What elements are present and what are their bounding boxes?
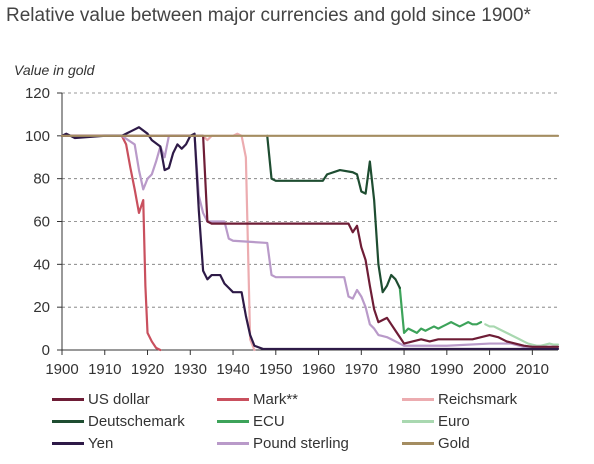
legend-swatch: [402, 397, 434, 401]
legend-swatch: [52, 419, 84, 423]
legend-item: Euro: [402, 410, 470, 432]
legend-label: Gold: [438, 434, 470, 452]
legend-swatch: [217, 419, 249, 423]
series-line-ecu: [398, 286, 483, 334]
legend-swatch: [52, 397, 84, 401]
legend-item: Mark**: [217, 388, 298, 410]
chart-legend: US dollar Mark** Reichsmark Deutschemark ECU…: [52, 388, 592, 458]
legend-swatch: [402, 441, 434, 445]
x-tick-label: 1970: [345, 361, 378, 378]
x-tick-label: 2000: [473, 361, 506, 378]
legend-item: Yen: [52, 432, 113, 454]
x-tick-label: 1990: [430, 361, 463, 378]
legend-item: Reichsmark: [402, 388, 517, 410]
x-tick-label: 2010: [516, 361, 549, 378]
x-tick-label: 1930: [174, 361, 207, 378]
legend-swatch: [52, 441, 84, 445]
legend-item: Gold: [402, 432, 470, 454]
legend-swatch: [217, 441, 249, 445]
legend-swatch: [217, 397, 249, 401]
series-line-us-dollar: [60, 134, 560, 348]
legend-label: US dollar: [88, 390, 150, 408]
series-line-pound-sterling: [60, 134, 560, 348]
y-axis-label: Value in gold: [14, 62, 95, 78]
y-tick-label: 60: [33, 214, 50, 231]
legend-label: Mark**: [253, 390, 299, 408]
x-tick-label: 1920: [131, 361, 164, 378]
series-line-yen: [60, 126, 560, 351]
legend-item: Pound sterling: [217, 432, 349, 454]
legend-item: ECU: [217, 410, 285, 432]
y-tick-label: 0: [42, 342, 50, 359]
legend-label: Pound sterling: [253, 434, 349, 452]
x-tick-label: 1960: [302, 361, 335, 378]
legend-label: Deutschemark: [88, 412, 185, 430]
legend-label: ECU: [253, 412, 285, 430]
y-tick-label: 80: [33, 171, 50, 188]
x-tick-label: 1980: [387, 361, 420, 378]
series-line-deutschemark: [266, 134, 401, 294]
y-tick-label: 40: [33, 256, 50, 273]
line-chart: 0 20 40 60 80 100 120 1900 1910 1920 1930 1940 1950 1…: [25, 85, 560, 378]
x-tick-label: 1910: [88, 361, 121, 378]
legend-swatch: [402, 419, 434, 423]
y-tick-label: 120: [25, 85, 50, 102]
legend-label: Reichsmark: [438, 390, 518, 408]
x-tick-label: 1900: [45, 361, 78, 378]
chart-title: Relative value between major currencies …: [6, 5, 531, 26]
legend-label: Euro: [438, 412, 470, 430]
series-line-mark: [60, 134, 162, 352]
x-tick-label: 1950: [259, 361, 292, 378]
series-line-euro: [484, 323, 560, 347]
y-tick-label: 100: [25, 128, 50, 145]
x-tick-label: 1940: [216, 361, 249, 378]
legend-item: US dollar: [52, 388, 150, 410]
y-tick-label: 20: [33, 299, 50, 316]
legend-label: Yen: [88, 434, 114, 452]
legend-item: Deutschemark: [52, 410, 185, 432]
